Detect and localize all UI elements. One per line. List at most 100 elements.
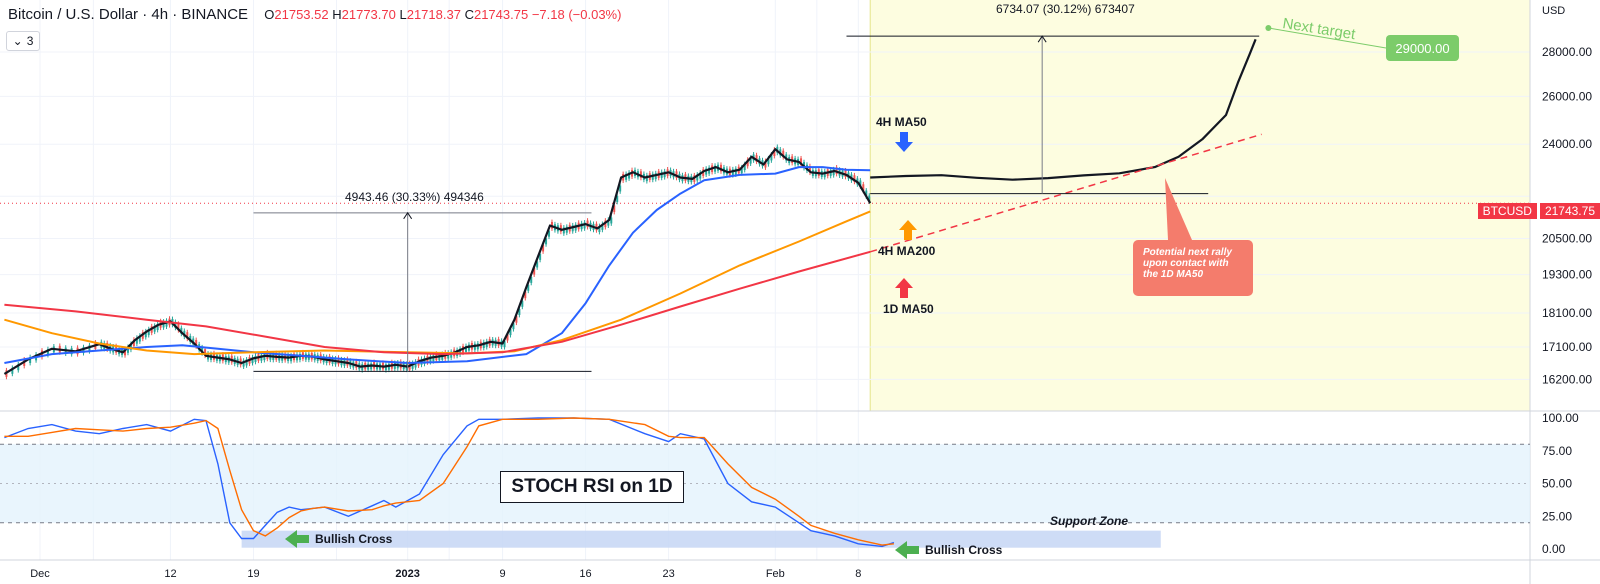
ma50-1d-arrow-icon-shaft <box>900 288 908 298</box>
ma50-1d-arrow-icon <box>895 278 913 298</box>
candle-body <box>124 348 127 356</box>
ma200-4h-arrow-icon <box>899 220 917 240</box>
candle-body <box>613 205 616 212</box>
candle-body <box>714 165 717 172</box>
series-4h-ma200 <box>4 210 871 356</box>
next-target-pointer <box>1268 27 1387 49</box>
time-tick-label: 23 <box>662 568 674 580</box>
close-value: 21743.75 <box>473 7 529 22</box>
ma50-4h-arrow-icon-head <box>895 142 913 152</box>
candle-body <box>518 308 521 315</box>
candle-body <box>545 238 548 245</box>
candle-body <box>11 367 14 374</box>
candle-body <box>862 184 865 191</box>
candle-body <box>447 352 450 359</box>
candle-body <box>503 341 506 348</box>
stoch-band-fill <box>0 444 1530 523</box>
ma50-4h-label[interactable]: 4H MA50 <box>876 115 927 129</box>
candle-body <box>696 174 699 181</box>
candle-body <box>147 329 150 336</box>
candle-body <box>242 360 245 367</box>
indicators-collapse-button[interactable]: ⌄ 3 <box>6 31 40 51</box>
low-value: 21718.37 <box>406 7 461 22</box>
candle-body <box>868 195 871 202</box>
ma50-1d-label[interactable]: 1D MA50 <box>883 302 934 316</box>
candle-body <box>755 155 758 162</box>
candle-body <box>853 175 856 182</box>
support-zone-label[interactable]: Support Zone <box>1050 514 1128 528</box>
measure-label-1[interactable]: 4943.46 (30.33%) 494346 <box>345 190 484 204</box>
series-4h-ma50 <box>4 166 871 364</box>
candle-body <box>251 357 254 364</box>
ma200-4h-label[interactable]: 4H MA200 <box>878 244 936 258</box>
candle-body <box>521 300 524 307</box>
stoch-tick-label: 75.00 <box>1542 444 1572 458</box>
ma50-4h-arrow-icon-shaft <box>900 132 908 142</box>
close-key: C <box>464 7 474 22</box>
change-value: −7.18 (−0.03%) <box>531 7 622 22</box>
candle-body <box>82 347 85 354</box>
bullish-cross-label-2[interactable]: Bullish Cross <box>925 543 1003 557</box>
candle-body <box>743 164 746 171</box>
candle-body <box>186 332 189 339</box>
time-tick-label: 2023 <box>395 568 419 580</box>
price-tick-label: 18100.00 <box>1542 306 1592 320</box>
candle-body <box>808 166 811 173</box>
time-tick-label: 12 <box>164 568 176 580</box>
candle-body <box>749 157 752 164</box>
target-price-box[interactable]: 29000.00 <box>1386 35 1459 61</box>
time-tick-label: 9 <box>499 568 505 580</box>
candle-body <box>464 345 467 352</box>
open-key: O <box>264 7 275 22</box>
note-callout-tail <box>1165 178 1192 240</box>
candle-body <box>773 149 776 157</box>
candle-body <box>746 159 749 167</box>
candle-body <box>46 349 49 356</box>
ma50-1d-projection <box>869 133 1262 253</box>
measure-label-2[interactable]: 6734.07 (30.12%) 673407 <box>996 2 1135 16</box>
price-tick-label: 16200.00 <box>1542 372 1592 386</box>
stoch-rsi-title[interactable]: STOCH RSI on 1D <box>500 471 684 503</box>
stoch-k-line <box>4 417 895 548</box>
candle-body <box>162 321 165 328</box>
candle-body <box>562 227 565 234</box>
measure-2-arrowhead <box>1037 35 1047 43</box>
ma200-4h-arrow-icon-shaft <box>904 230 912 240</box>
candle-body <box>524 291 527 299</box>
candle-body <box>509 329 512 336</box>
bullish-cross-arrow-icon-head <box>895 541 907 559</box>
candle-body <box>414 361 417 368</box>
price-tick-label: 28000.00 <box>1542 45 1592 59</box>
last-price-value: 21743.75 <box>1539 203 1600 219</box>
last-price-tag: BTCUSD 21743.75 <box>1477 203 1600 219</box>
time-tick-label: 19 <box>247 568 259 580</box>
time-tick-label: Feb <box>766 568 785 580</box>
candle-body <box>204 349 207 356</box>
candle-body <box>740 167 743 174</box>
candle-body <box>628 172 631 179</box>
time-tick-label: 16 <box>579 568 591 580</box>
symbol-title[interactable]: Bitcoin / U.S. Dollar · 4h · BINANCE <box>8 6 249 23</box>
time-tick-label: 8 <box>855 568 861 580</box>
bullish-cross-arrow-icon <box>895 541 919 559</box>
candle-body <box>536 261 539 268</box>
candle-body <box>429 356 432 363</box>
bullish-cross-label-1[interactable]: Bullish Cross <box>315 532 393 546</box>
next-target-dot <box>1265 25 1272 31</box>
high-value: 21773.70 <box>341 7 396 22</box>
stoch-tick-label: 25.00 <box>1542 509 1572 523</box>
candle-body <box>859 180 862 187</box>
rally-note-callout[interactable]: Potential next rally upon contact with t… <box>1133 240 1253 296</box>
candle-body <box>156 324 159 331</box>
candle-body <box>138 335 141 342</box>
chevron-down-icon: ⌄ <box>12 34 23 48</box>
candle-body <box>598 226 601 233</box>
candle-body <box>29 357 32 364</box>
candle-body <box>764 160 767 168</box>
support-zone-box <box>241 530 1161 548</box>
candle-body <box>865 190 868 197</box>
bullish-cross-arrow-icon <box>285 530 309 548</box>
candle-body <box>527 284 530 291</box>
price-tick-label: 20500.00 <box>1542 232 1592 246</box>
